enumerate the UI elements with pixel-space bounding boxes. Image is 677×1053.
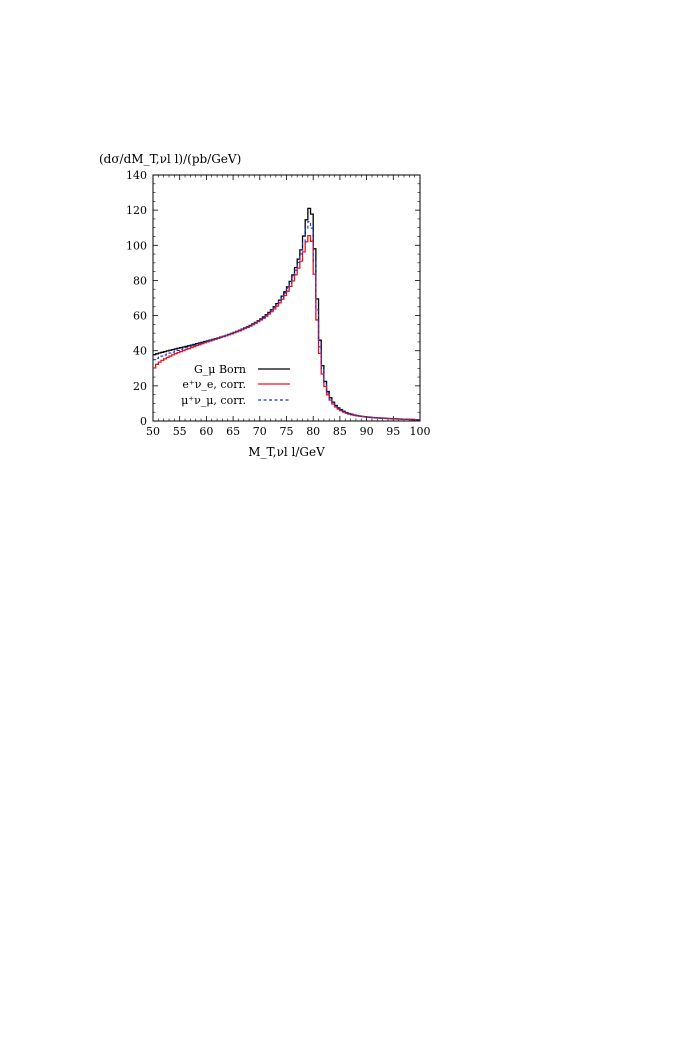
series-line-1 bbox=[153, 234, 420, 421]
x-tick-label: 65 bbox=[226, 425, 240, 438]
x-tick-label: 80 bbox=[306, 425, 320, 438]
series-group bbox=[153, 207, 420, 421]
x-tick-label: 85 bbox=[333, 425, 347, 438]
y-tick-label: 20 bbox=[133, 380, 147, 393]
legend-label: μ⁺ν_μ, corr. bbox=[181, 394, 246, 407]
x-tick-label: 90 bbox=[360, 425, 374, 438]
x-tick-label: 95 bbox=[386, 425, 400, 438]
y-tick-label: 120 bbox=[126, 204, 147, 217]
y-tick-label: 80 bbox=[133, 274, 147, 287]
x-tick-label: 100 bbox=[410, 425, 431, 438]
y-tick-label: 40 bbox=[133, 345, 147, 358]
x-tick-label: 75 bbox=[280, 425, 294, 438]
y-tick-label: 60 bbox=[133, 310, 147, 323]
x-axis-title: M_T,νl l/GeV bbox=[248, 445, 325, 459]
legend: G_μ Born e⁺ν_e, corr. μ⁺ν_μ, corr. bbox=[181, 363, 290, 407]
axis-ticks: 50 55 60 65 70 75 80 85 90 95 100 0 20 40 60 80 100 120 14… bbox=[126, 169, 431, 438]
y-tick-label: 0 bbox=[140, 415, 147, 428]
y-axis-title: (dσ/dM_T,νl l)/(pb/GeV) bbox=[99, 152, 241, 166]
x-tick-label: 60 bbox=[199, 425, 213, 438]
y-tick-label: 100 bbox=[126, 239, 147, 252]
y-tick-label: 140 bbox=[126, 169, 147, 182]
x-tick-label: 70 bbox=[253, 425, 267, 438]
axis-labels: (dσ/dM_T,νl l)/(pb/GeV) M_T,νl l/GeV bbox=[99, 152, 325, 459]
legend-label: e⁺ν_e, corr. bbox=[182, 378, 246, 391]
series-line-2 bbox=[153, 221, 420, 421]
x-tick-label: 50 bbox=[146, 425, 160, 438]
legend-label: G_μ Born bbox=[194, 363, 246, 376]
x-tick-label: 55 bbox=[173, 425, 187, 438]
